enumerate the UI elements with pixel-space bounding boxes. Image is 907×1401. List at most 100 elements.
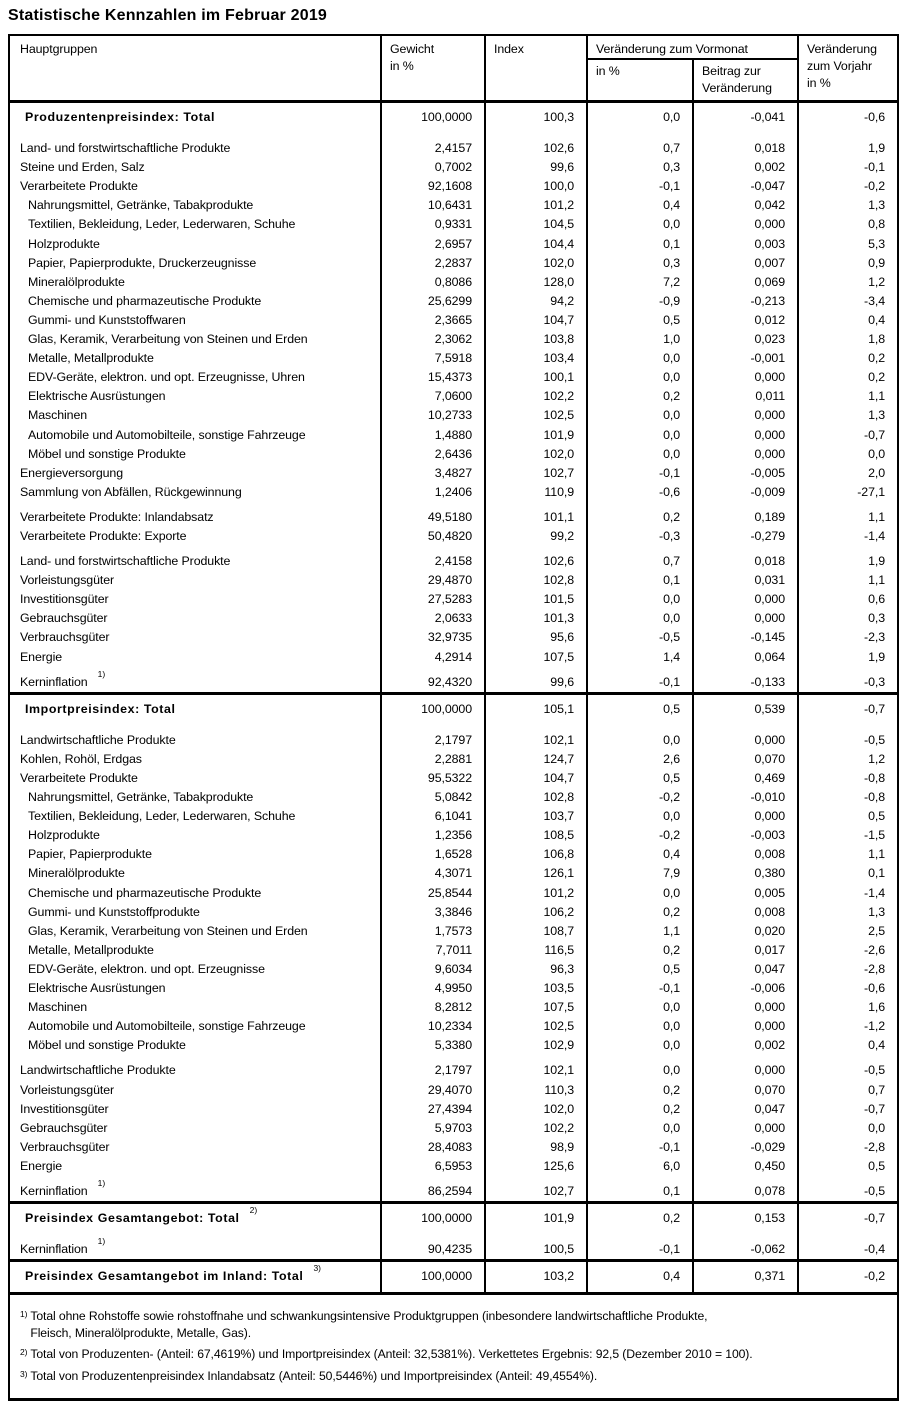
col-header-vormonat-beitrag: Beitrag zur Veränderung — [692, 60, 797, 100]
gewicht-value: 2,0633 — [380, 609, 484, 629]
vormonat-beitrag-value: 0,539 — [692, 694, 797, 725]
vormonat-pct-value: -0,1 — [586, 463, 692, 483]
table-row: Holzprodukte 1,2356 108,5 -0,2 -0,003 -1,5 — [10, 826, 897, 846]
gewicht-value: 5,9703 — [380, 1118, 484, 1138]
row-label: Metalle, Metallprodukte — [10, 941, 380, 960]
row-label-text: Verarbeitete Produkte — [20, 771, 138, 785]
row-label: EDV-Geräte, elektron. und opt. Erzeugnis… — [10, 960, 380, 979]
vormonat-pct-value: 0,2 — [586, 1099, 692, 1119]
row-label: Elektrische Ausrüstungen — [10, 979, 380, 998]
gewicht-value: 3,3846 — [380, 902, 484, 922]
vorjahr-value: -3,4 — [797, 291, 897, 311]
vormonat-pct-value: 0,3 — [586, 253, 692, 273]
vormonat-pct-value: 0,5 — [586, 694, 692, 725]
row-label-text: Importpreisindex: Total — [25, 701, 176, 716]
vormonat-beitrag-value: 0,000 — [692, 590, 797, 610]
vormonat-beitrag-value: 0,078 — [692, 1175, 797, 1202]
table-row: Vorleistungsgüter 29,4870 102,8 0,1 0,031 1,1 — [10, 571, 897, 591]
vormonat-pct-value: 0,0 — [586, 425, 692, 445]
row-label: Papier, Papierprodukte — [10, 845, 380, 864]
vormonat-beitrag-value: 0,002 — [692, 1036, 797, 1056]
gewicht-value: 100,0000 — [380, 694, 484, 725]
vormonat-pct-value: 0,4 — [586, 196, 692, 216]
row-label-text: Textilien, Bekleidung, Leder, Lederwaren… — [28, 217, 296, 232]
vormonat-beitrag-value: 0,000 — [692, 368, 797, 388]
vorjahr-value: 0,0 — [797, 1118, 897, 1138]
index-value: 107,5 — [484, 647, 586, 667]
gewicht-value: 9,6034 — [380, 959, 484, 980]
gewicht-value: 100,0000 — [380, 103, 484, 134]
index-value: 107,5 — [484, 998, 586, 1018]
row-label: Importpreisindex: Total — [10, 695, 380, 725]
vorjahr-value: -2,8 — [797, 1137, 897, 1157]
row-label: Verarbeitete Produkte — [10, 769, 380, 788]
vorjahr-value: -1,4 — [797, 883, 897, 903]
gewicht-value: 3,4827 — [380, 463, 484, 483]
footnote-ref: 1) — [97, 1177, 106, 1188]
vormonat-beitrag-value: 0,017 — [692, 940, 797, 960]
table-row: Elektrische Ausrüstungen 7,0600 102,2 0,2 0,… — [10, 387, 897, 407]
row-label: Verarbeitete Produkte: Exporte — [10, 527, 380, 546]
index-value: 104,7 — [484, 769, 586, 789]
vorjahr-value: 0,2 — [797, 349, 897, 369]
table-row: Maschinen 8,2812 107,5 0,0 0,000 1,6 — [10, 998, 897, 1018]
col-header-vormonat-pct: in % — [586, 60, 692, 100]
vorjahr-value: 1,3 — [797, 196, 897, 216]
gewicht-value: 10,2733 — [380, 406, 484, 426]
row-label-text: Elektrische Ausrüstungen — [28, 389, 166, 404]
table-row: Vorleistungsgüter 29,4070 110,3 0,2 0,070 0,7 — [10, 1080, 897, 1100]
table-row: Kerninflation 1) 92,4320 99,6 -0,1 -0,133 -0,3 — [10, 666, 897, 692]
index-value: 106,2 — [484, 902, 586, 922]
index-value: 96,3 — [484, 959, 586, 980]
vormonat-pct-value: 0,0 — [586, 998, 692, 1018]
table-row: EDV-Geräte, elektron. und opt. Erzeugnis… — [10, 368, 897, 388]
vormonat-pct-value: 0,0 — [586, 1055, 692, 1081]
row-label: Sammlung von Abfällen, Rückgewinnung — [10, 483, 380, 502]
vormonat-pct-value: 1,0 — [586, 330, 692, 350]
vormonat-beitrag-value: -0,145 — [692, 628, 797, 648]
gewicht-value: 92,1608 — [380, 177, 484, 197]
row-label-text: Möbel und sonstige Produkte — [28, 1038, 186, 1053]
vormonat-pct-value: 0,0 — [586, 215, 692, 235]
row-label-text: Kerninflation — [20, 674, 88, 689]
table-row: Land- und forstwirtschaftliche Produkte 2… — [10, 546, 897, 572]
vormonat-pct-value: -0,3 — [586, 526, 692, 547]
table-row: Kerninflation 1) 86,2594 102,7 0,1 0,078 -0,5 — [10, 1175, 897, 1202]
index-value: 101,3 — [484, 609, 586, 629]
vorjahr-value: 2,5 — [797, 921, 897, 941]
row-label: Verbrauchsgüter — [10, 628, 380, 647]
index-value: 108,7 — [484, 921, 586, 941]
col-header-vorjahr-line2: zum Vorjahr — [807, 59, 873, 73]
index-value: 102,6 — [484, 546, 586, 572]
row-label-text: Investitionsgüter — [20, 592, 109, 607]
gewicht-value: 10,2334 — [380, 1017, 484, 1037]
vormonat-beitrag-value: -0,047 — [692, 177, 797, 197]
gewicht-value: 2,2837 — [380, 253, 484, 273]
vormonat-beitrag-value: 0,000 — [692, 444, 797, 464]
vormonat-pct-value: 7,2 — [586, 272, 692, 292]
vormonat-beitrag-value: 0,064 — [692, 647, 797, 667]
vormonat-beitrag-value: 0,002 — [692, 158, 797, 178]
vormonat-pct-value: -0,2 — [586, 788, 692, 808]
vormonat-pct-value: 0,0 — [586, 807, 692, 827]
index-value: 124,7 — [484, 749, 586, 769]
row-label-text: Kerninflation — [20, 1242, 88, 1257]
vormonat-beitrag-value: 0,000 — [692, 609, 797, 629]
vormonat-beitrag-value: 0,008 — [692, 902, 797, 922]
table-row: Verbrauchsgüter 32,9735 95,6 -0,5 -0,145 -2,3 — [10, 628, 897, 648]
gewicht-value: 95,5322 — [380, 769, 484, 789]
vorjahr-value: -1,2 — [797, 1017, 897, 1037]
index-value: 101,5 — [484, 590, 586, 610]
row-label-text: Nahrungsmittel, Getränke, Tabakprodukte — [28, 790, 254, 805]
vormonat-beitrag-value: -0,041 — [692, 103, 797, 134]
row-label: Glas, Keramik, Verarbeitung von Steinen … — [10, 922, 380, 941]
row-label-text: Preisindex Gesamtangebot: Total — [25, 1211, 240, 1226]
vormonat-pct-value: 0,3 — [586, 158, 692, 178]
row-label-text: Landwirtschaftliche Produkte — [20, 732, 176, 747]
vormonat-beitrag-value: 0,047 — [692, 1099, 797, 1119]
table-row: EDV-Geräte, elektron. und opt. Erzeugnis… — [10, 959, 897, 980]
gewicht-value: 2,6957 — [380, 234, 484, 254]
index-value: 103,2 — [484, 1262, 586, 1293]
vorjahr-value: -1,4 — [797, 526, 897, 547]
index-value: 100,5 — [484, 1234, 586, 1260]
